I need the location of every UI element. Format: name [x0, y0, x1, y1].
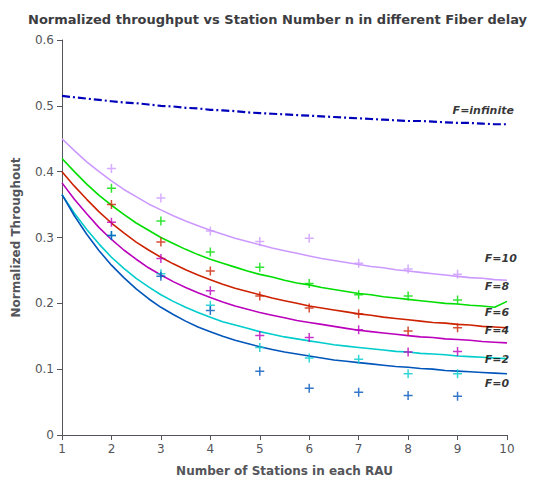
- svg-text:8: 8: [404, 442, 412, 456]
- svg-text:0.5: 0.5: [35, 99, 54, 113]
- svg-text:F=4: F=4: [485, 324, 509, 337]
- svg-text:0: 0: [46, 428, 54, 442]
- svg-text:F=0: F=0: [485, 377, 510, 390]
- svg-text:3: 3: [157, 442, 165, 456]
- svg-text:F=10: F=10: [485, 252, 517, 265]
- svg-text:7: 7: [355, 442, 363, 456]
- svg-text:0.2: 0.2: [35, 296, 54, 310]
- svg-text:F=2: F=2: [485, 353, 510, 366]
- svg-text:4: 4: [207, 442, 215, 456]
- svg-text:F=8: F=8: [485, 280, 510, 293]
- svg-text:F=infinite: F=infinite: [453, 104, 515, 117]
- svg-text:9: 9: [454, 442, 462, 456]
- svg-text:Normalized Throughout: Normalized Throughout: [9, 157, 23, 317]
- svg-text:F=6: F=6: [485, 306, 510, 319]
- svg-text:0.4: 0.4: [35, 165, 54, 179]
- svg-text:1: 1: [58, 442, 66, 456]
- svg-text:Number of Stations in each RAU: Number of Stations in each RAU: [176, 464, 393, 478]
- svg-text:0.1: 0.1: [35, 362, 54, 376]
- svg-text:Normalized throughput vs Stati: Normalized throughput vs Station Number …: [28, 12, 528, 27]
- svg-text:2: 2: [108, 442, 116, 456]
- svg-text:5: 5: [256, 442, 264, 456]
- svg-text:0.3: 0.3: [35, 231, 54, 245]
- svg-text:6: 6: [305, 442, 313, 456]
- svg-text:0.6: 0.6: [35, 33, 54, 47]
- svg-text:10: 10: [499, 442, 514, 456]
